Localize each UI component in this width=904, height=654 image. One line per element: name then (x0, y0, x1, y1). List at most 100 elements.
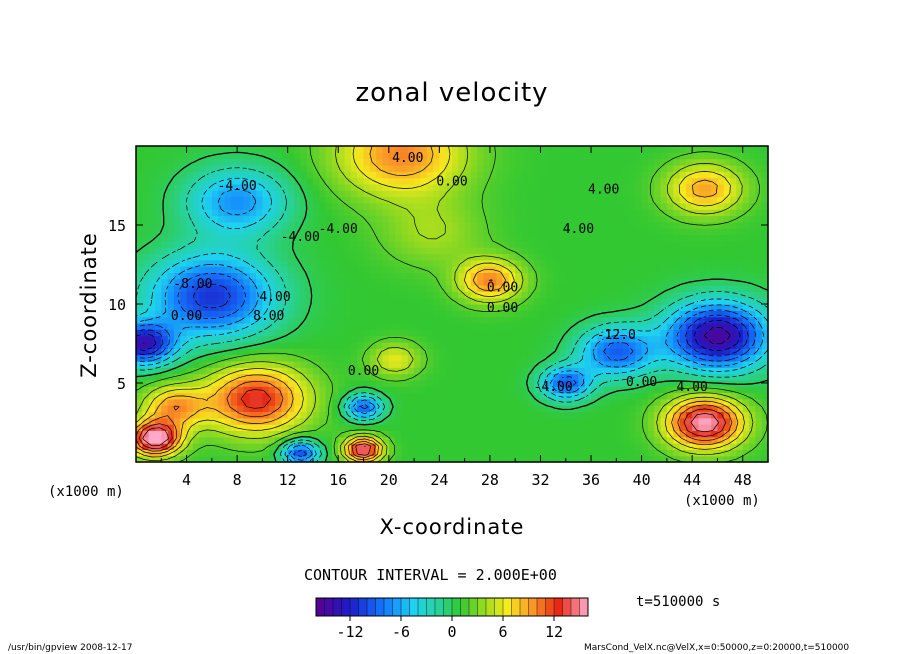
field-cell (388, 291, 396, 299)
field-cell (312, 436, 320, 444)
field-cell (553, 398, 561, 406)
field-cell (692, 215, 700, 223)
field-cell (357, 196, 365, 204)
field-cell (388, 322, 396, 330)
field-cell (154, 152, 162, 160)
field-cell (508, 417, 516, 425)
field-cell (395, 443, 403, 450)
field-cell (711, 285, 719, 292)
field-cell (464, 221, 472, 229)
field-cell (527, 215, 535, 223)
field-cell (527, 310, 535, 318)
field-cell (136, 424, 143, 431)
field-cell (679, 202, 687, 210)
field-cell (154, 266, 162, 273)
field-cell (578, 221, 586, 229)
field-cell (357, 297, 365, 305)
field-cell (584, 171, 592, 179)
field-cell (527, 146, 535, 153)
field-cell (502, 266, 510, 273)
field-cell (496, 171, 504, 179)
field-cell (660, 253, 668, 261)
field-cell (711, 209, 719, 217)
field-cell (515, 329, 523, 337)
field-cell (275, 291, 282, 299)
field-cell (679, 221, 687, 229)
field-cell (496, 424, 504, 431)
field-cell (761, 196, 769, 204)
field-cell (452, 405, 459, 413)
field-cell (660, 405, 668, 413)
field-cell (243, 215, 251, 223)
field-cell (546, 417, 554, 425)
field-cell (325, 285, 333, 292)
field-cell (445, 247, 453, 255)
field-cell (173, 285, 181, 292)
field-cell (610, 259, 617, 267)
field-cell (338, 259, 346, 267)
field-cell (325, 348, 333, 356)
field-cell (578, 411, 586, 419)
field-cell (287, 398, 295, 406)
field-cell (344, 146, 352, 153)
field-cell (679, 424, 687, 431)
field-cell (540, 253, 548, 261)
field-cell (477, 164, 485, 172)
field-cell (161, 341, 169, 349)
field-cell (243, 354, 251, 362)
field-cell (496, 367, 504, 375)
field-cell (755, 158, 763, 166)
field-cell (755, 449, 763, 457)
field-cell (749, 209, 756, 217)
field-cell (717, 386, 725, 394)
field-cell (312, 341, 320, 349)
field-cell (591, 278, 598, 286)
field-cell (154, 272, 162, 280)
field-cell (692, 183, 700, 191)
field-cell (761, 322, 769, 330)
field-cell (496, 297, 504, 305)
field-cell (489, 341, 497, 349)
field-cell (685, 259, 693, 267)
field-cell (534, 272, 542, 280)
field-cell (755, 392, 763, 400)
field-cell (281, 430, 289, 438)
field-cell (338, 455, 346, 463)
field-cell (559, 348, 567, 356)
field-cell (464, 259, 472, 267)
field-cell (717, 316, 725, 324)
field-cell (218, 234, 226, 242)
field-cell (249, 449, 257, 457)
field-cell (572, 411, 579, 419)
field-cell (692, 304, 700, 311)
field-cell (521, 392, 529, 400)
field-cell (622, 329, 630, 337)
field-cell (142, 455, 150, 463)
field-cell (243, 234, 251, 242)
field-cell (420, 215, 428, 223)
field-cell (325, 322, 333, 330)
field-cell (515, 449, 523, 457)
field-cell (723, 183, 731, 191)
field-cell (344, 354, 352, 362)
field-cell (294, 443, 301, 450)
field-cell (685, 379, 693, 387)
field-cell (704, 367, 712, 375)
field-cell (230, 247, 238, 255)
field-cell (458, 360, 466, 368)
field-cell (584, 158, 592, 166)
field-cell (565, 341, 573, 349)
field-cell (477, 202, 485, 210)
field-cell (749, 177, 756, 185)
field-cell (470, 386, 478, 394)
field-cell (205, 424, 213, 431)
field-cell (660, 291, 668, 299)
field-cell (679, 341, 687, 349)
field-cell (565, 392, 573, 400)
field-cell (723, 152, 731, 160)
field-cell (287, 183, 295, 191)
field-cell (749, 215, 756, 223)
field-cell (211, 291, 219, 299)
field-cell (426, 436, 434, 444)
field-cell (256, 209, 263, 217)
